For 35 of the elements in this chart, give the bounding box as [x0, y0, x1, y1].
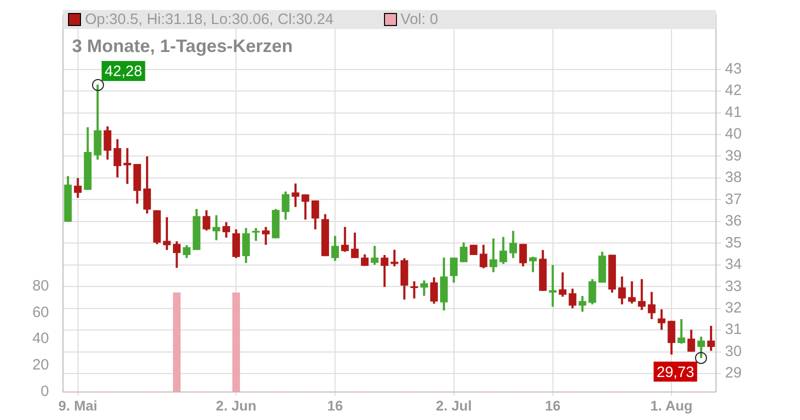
y-tick-label: 36 — [725, 212, 742, 230]
candlestick — [638, 279, 646, 310]
x-tick-label: 9. Mai — [58, 397, 98, 414]
y-tick-label: 30 — [725, 342, 742, 360]
legend-label: Vol: 0 — [400, 11, 438, 28]
y-tick-label: 32 — [725, 299, 742, 316]
y-tick-label: 43 — [725, 60, 742, 78]
y-tick-label: 33 — [725, 278, 742, 295]
annotation: 42,28 — [104, 63, 142, 80]
x-tick-label: 2. Jun — [216, 397, 256, 414]
candlestick — [262, 226, 270, 245]
annotation: 29,73 — [656, 364, 694, 381]
y-tick-label: 31 — [725, 321, 742, 338]
y2-tick-label: 40 — [32, 330, 49, 348]
y-tick-label: 37 — [725, 190, 742, 208]
y-tick-label: 35 — [725, 234, 742, 252]
y2-tick-label: 80 — [32, 277, 49, 294]
y2-tick-label: 0 — [40, 383, 49, 400]
y-tick-label: 41 — [725, 104, 742, 121]
legend-label: Op:30.5, Hi:31.18, Lo:30.06, Cl:30.24 — [85, 11, 334, 28]
y2-tick-label: 20 — [32, 356, 49, 374]
y-tick-label: 42 — [725, 82, 742, 100]
y2-tick-label: 60 — [32, 304, 49, 321]
y-tick-label: 34 — [725, 256, 742, 274]
y-tick-label: 29 — [725, 364, 742, 382]
y-tick-label: 38 — [725, 169, 742, 186]
candlestick — [548, 264, 557, 307]
y-tick-label: 39 — [725, 147, 742, 164]
y-tick-label: 40 — [725, 126, 742, 143]
x-tick-label: 16 — [544, 397, 561, 414]
x-tick-label: 1. Aug — [650, 397, 693, 414]
x-tick-label: 2. Jul — [436, 397, 472, 414]
x-tick-label: 16 — [327, 397, 344, 414]
text: 3 Monate, 1-Tages-Kerzen — [72, 36, 293, 57]
candlestick — [123, 148, 132, 184]
